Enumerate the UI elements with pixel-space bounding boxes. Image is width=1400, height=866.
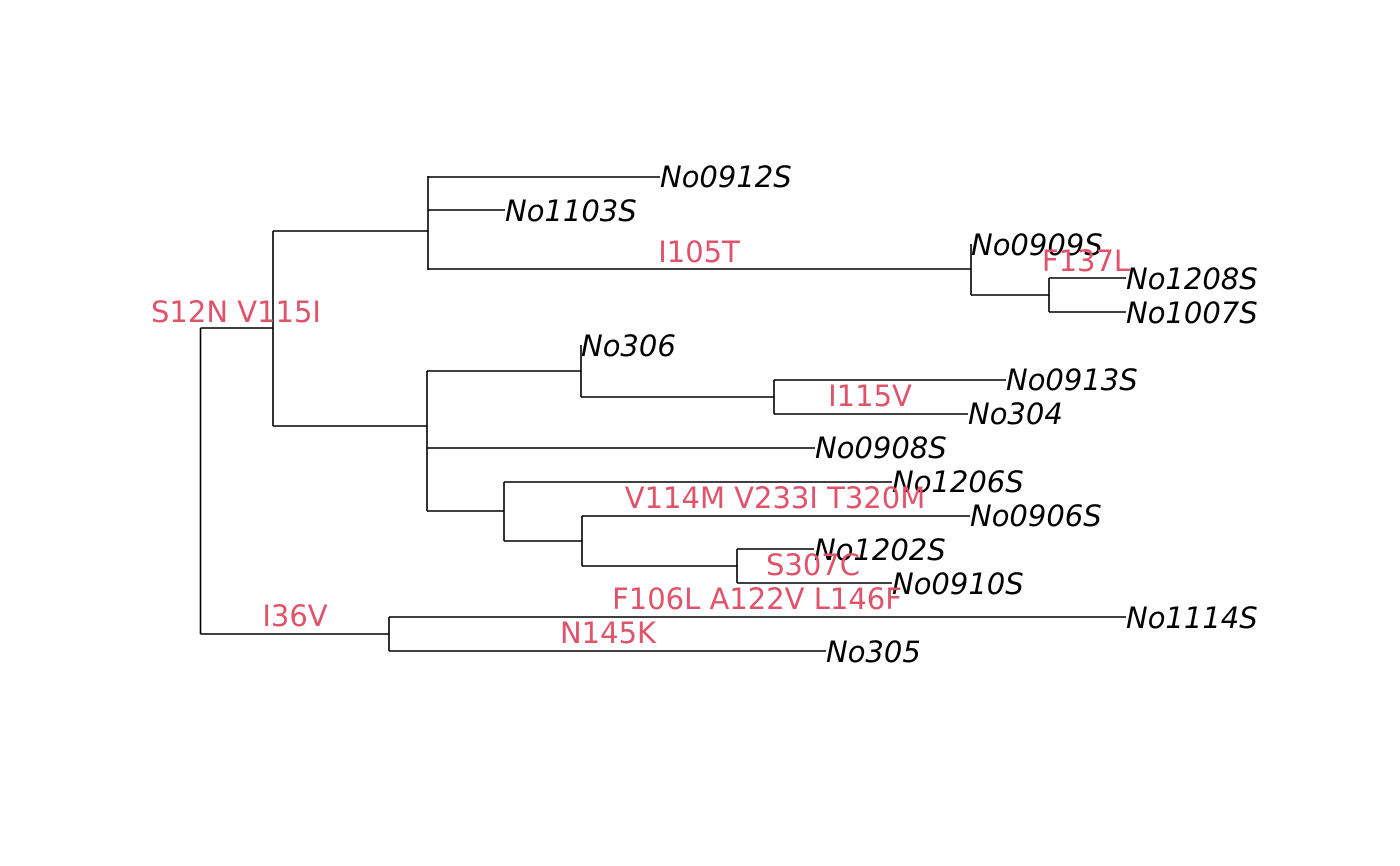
- tip-label: No1202S: [814, 533, 946, 567]
- tip-label: No1114S: [1126, 601, 1258, 635]
- tip-label: No306: [581, 329, 676, 363]
- mutation-label: F106L A122V L146F: [612, 582, 902, 616]
- mutation-label: V114M V233I T320M: [625, 481, 925, 515]
- tip-label: No305: [826, 635, 921, 669]
- mutation-label: S12N V115I: [151, 295, 321, 329]
- mutation-label: I105T: [658, 235, 740, 269]
- tree-branches: [199, 176, 1126, 652]
- tip-label: No0906S: [970, 499, 1102, 533]
- tip-label: No0909S: [971, 228, 1103, 262]
- tip-labels: No0912S No1103S No0909S No1208S No1007S …: [505, 160, 1258, 669]
- tip-label: No0913S: [1006, 363, 1138, 397]
- tip-label: No304: [968, 397, 1063, 431]
- tip-label: No1103S: [505, 194, 637, 228]
- mutation-label: S307C: [766, 548, 860, 582]
- mutation-labels: S12N V115I I105T F137L I115V V114M V233I…: [151, 235, 1130, 650]
- tip-label: No0910S: [892, 567, 1024, 601]
- tip-label: No1208S: [1126, 262, 1258, 296]
- mutation-label: F137L: [1042, 244, 1130, 278]
- tip-label: No0908S: [815, 431, 947, 465]
- tip-label: No1206S: [892, 465, 1024, 499]
- tip-label: No1007S: [1126, 296, 1258, 330]
- tip-label: No0912S: [660, 160, 792, 194]
- mutation-label: I36V: [262, 599, 327, 633]
- mutation-label: I115V: [828, 379, 912, 413]
- mutation-label: N145K: [560, 616, 657, 650]
